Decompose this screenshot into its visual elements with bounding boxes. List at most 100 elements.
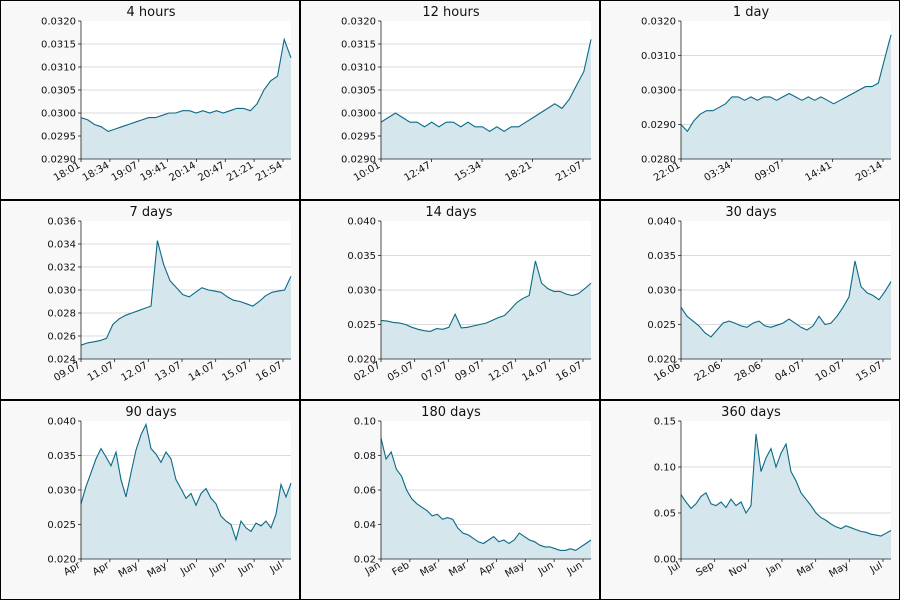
series-line: [380, 39, 592, 133]
y-tick-label: 0.10: [654, 463, 676, 474]
chart-title: 7 days: [129, 205, 172, 220]
x-tick-label: 16.07: [254, 360, 284, 384]
y-tick-label: 0.04: [354, 520, 376, 531]
y-tick-label: 0.0315: [41, 40, 76, 51]
x-tick-label: Mar: [418, 560, 441, 579]
chart-svg: 360 days 0.00 0.05 0.10 0.15 Jul Sep Nov Jan Mar M…: [654, 405, 892, 580]
chart-title: 30 days: [725, 205, 777, 220]
chart-panel: 90 days 0.020 0.025 0.030 0.035 0.040 Apr Apr Ma…: [0, 400, 300, 600]
y-tick-label: 0.0300: [41, 109, 76, 120]
x-tick-label: May: [503, 560, 526, 580]
x-tick-label: Apr: [477, 560, 498, 579]
x-tick-label: Nov: [727, 560, 749, 579]
x-tick-label: 09:07: [753, 160, 783, 184]
y-tick-label: 0.025: [647, 320, 676, 331]
x-tick-label: Jul: [868, 560, 885, 576]
x-tick-label: 04.07: [773, 360, 803, 384]
y-tick-label: 0.025: [47, 520, 76, 531]
chart-svg: 4 hours 0.0290 0.0295 0.0300 0.0305 0.0310 0.0…: [41, 5, 292, 184]
y-tick-label: 0.040: [47, 417, 76, 428]
x-tick-label: Jul: [268, 560, 285, 576]
series-line: [680, 260, 892, 338]
x-tick-label: May: [146, 560, 169, 580]
y-tick-label: 0.15: [654, 417, 676, 428]
x-tick-label: 05.07: [386, 360, 416, 384]
x-tick-label: 14.07: [187, 360, 217, 384]
y-tick-label: 0.0280: [641, 155, 676, 166]
y-tick-label: 0.035: [47, 451, 76, 462]
x-tick-label: Sep: [694, 560, 716, 579]
x-tick-label: 03:34: [703, 160, 733, 184]
y-tick-label: 0.035: [347, 251, 376, 262]
y-tick-label: 0.00: [654, 555, 676, 566]
chart-svg: 7 days 0.024 0.026 0.028 0.030 0.032 0.034 0.03…: [47, 205, 292, 384]
series-line: [80, 422, 292, 542]
x-tick-label: 12:47: [403, 160, 433, 184]
series-area: [81, 39, 291, 159]
x-tick-label: 09.07: [453, 360, 483, 384]
y-tick-label: 0.0310: [341, 63, 376, 74]
y-tick-label: 0.030: [47, 286, 76, 297]
x-tick-label: 11.07: [86, 360, 116, 384]
x-tick-label: 21:54: [254, 160, 284, 184]
series-line: [680, 433, 892, 537]
chart-panel: 30 days 0.020 0.025 0.030 0.035 0.040 16.06 22.…: [600, 200, 900, 400]
y-tick-label: 0.020: [47, 555, 76, 566]
y-tick-label: 0.0295: [341, 132, 376, 143]
y-tick-label: 0.08: [354, 451, 376, 462]
y-tick-label: 0.025: [347, 320, 376, 331]
x-tick-label: 21:21: [225, 160, 255, 184]
y-tick-label: 0.02: [354, 555, 376, 566]
chart-title: 4 hours: [127, 5, 176, 20]
y-tick-label: 0.0290: [41, 155, 76, 166]
x-tick-label: 22.06: [693, 360, 723, 384]
series-line: [80, 37, 292, 133]
y-tick-label: 0.0295: [41, 132, 76, 143]
x-tick-label: 07.07: [420, 360, 450, 384]
series-line: [380, 260, 592, 332]
y-tick-label: 0.0305: [341, 86, 376, 97]
x-tick-label: 14.07: [521, 360, 551, 384]
y-tick-label: 0.0290: [341, 155, 376, 166]
y-tick-label: 0.0315: [341, 40, 376, 51]
x-tick-label: 18:34: [81, 160, 111, 184]
x-tick-label: 15.07: [854, 360, 884, 384]
y-tick-label: 0.0290: [641, 120, 676, 131]
y-tick-label: 0.032: [47, 263, 76, 274]
chart-panel: 12 hours 0.0290 0.0295 0.0300 0.0305 0.0310 0.…: [300, 0, 600, 200]
x-tick-label: 14:41: [804, 160, 834, 184]
chart-title: 14 days: [425, 205, 477, 220]
x-tick-label: Jun: [536, 560, 556, 578]
x-tick-label: 10.07: [814, 360, 844, 384]
chart-title: 360 days: [721, 405, 781, 420]
y-tick-label: 0.036: [47, 217, 76, 228]
x-tick-label: 20:47: [196, 160, 226, 184]
x-tick-label: Mar: [795, 560, 818, 579]
series-area: [381, 261, 591, 359]
x-tick-label: Jun: [207, 560, 227, 578]
series-area: [81, 424, 291, 559]
chart-svg: 12 hours 0.0290 0.0295 0.0300 0.0305 0.0310 0.…: [341, 5, 592, 184]
y-tick-label: 0.024: [47, 355, 76, 366]
x-tick-label: 28.06: [733, 360, 763, 384]
x-tick-label: Jun: [565, 560, 585, 578]
y-tick-label: 0.030: [347, 286, 376, 297]
y-tick-label: 0.020: [347, 355, 376, 366]
series-line: [680, 34, 892, 133]
y-tick-label: 0.0300: [641, 86, 676, 97]
x-tick-label: May: [827, 560, 850, 580]
x-tick-label: 13.07: [153, 360, 183, 384]
chart-svg: 1 day0.02800.02900.03000.03100.032022:01…: [641, 5, 892, 184]
y-tick-label: 0.028: [47, 309, 76, 320]
y-tick-label: 0.030: [647, 286, 676, 297]
x-tick-label: Jan: [764, 560, 784, 578]
series-area: [681, 261, 891, 359]
x-tick-label: Jun: [236, 560, 256, 578]
y-tick-label: 0.040: [347, 217, 376, 228]
chart-title: 12 hours: [422, 5, 479, 20]
x-tick-label: 18:21: [504, 160, 534, 184]
y-tick-label: 0.0310: [41, 63, 76, 74]
